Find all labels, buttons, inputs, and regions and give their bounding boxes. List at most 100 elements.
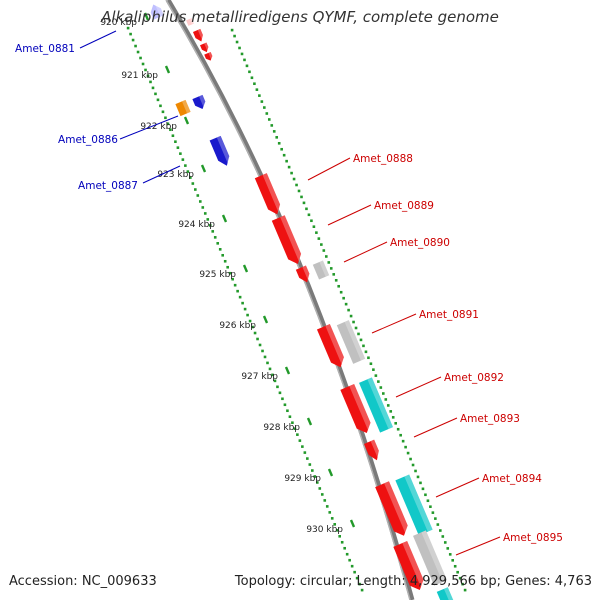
gene-label-forward[interactable]: Amet_0894: [482, 473, 542, 485]
gene-label-forward[interactable]: Amet_0888: [353, 153, 413, 165]
gene-label-reverse[interactable]: Amet_0881: [15, 43, 75, 55]
gc-ring-dot: [439, 529, 442, 532]
tick-ring-dot: [315, 481, 319, 484]
gene-shading: [370, 439, 379, 460]
gc-ring-dot: [399, 433, 402, 437]
gene-shading: [280, 215, 302, 264]
gc-ring-dot: [429, 505, 432, 508]
gene-label-reverse[interactable]: Amet_0886: [58, 134, 118, 146]
gc-ring-dot: [337, 284, 340, 288]
tick-ring-dot: [335, 529, 339, 532]
tick-ring-dot: [261, 349, 264, 353]
gc-ring-dot: [277, 141, 281, 145]
gene-shape: [395, 474, 433, 536]
gc-ring-dot: [327, 261, 331, 264]
tick-label: 928 kbp: [263, 423, 300, 433]
callout-line: [327, 204, 372, 226]
tick-ring-dot: [134, 44, 137, 48]
gc-ring-dot: [302, 201, 306, 205]
gene-arrow: [375, 481, 408, 536]
tick-ring-dot: [176, 146, 180, 149]
callout-line: [371, 313, 417, 334]
gene-shape: [200, 42, 209, 53]
gc-ring-dot: [258, 94, 261, 97]
gc-ring-dot: [384, 398, 388, 401]
gc-ring-dot: [334, 279, 338, 282]
gene-label-forward[interactable]: Amet_0895: [503, 532, 563, 544]
tick-mark: [200, 164, 207, 173]
tick-ring-dot: [353, 570, 356, 574]
gc-ring-dot: [272, 130, 276, 133]
gc-ring-dot: [320, 243, 323, 246]
gc-ring-dot: [265, 112, 269, 115]
callout-line: [395, 376, 442, 398]
gc-ring-dot: [409, 457, 412, 461]
tick-label: 926 kbp: [219, 321, 256, 331]
tick-ring-dot: [213, 236, 217, 239]
gc-ring-dot: [352, 320, 355, 324]
accession-text: Accession: NC_009633: [9, 574, 157, 589]
gene-shape: [375, 481, 408, 536]
tick-ring-dot: [166, 122, 170, 126]
tick-ring-dot: [184, 164, 187, 167]
gc-ring-dot: [235, 40, 239, 44]
gc-ring-dot: [233, 34, 236, 38]
gene-shading: [216, 135, 230, 166]
gc-ring-dot: [394, 421, 397, 425]
gene-label-forward[interactable]: Amet_0890: [390, 237, 450, 249]
tick-ring-dot: [139, 56, 142, 60]
tick-label: 930 kbp: [306, 525, 343, 535]
tick-ring-dot: [345, 552, 349, 556]
gene-shape: [393, 541, 424, 591]
tick-ring-dot: [251, 325, 254, 329]
tick-ring-dot: [266, 361, 269, 365]
gene-arrow: [209, 135, 230, 166]
tick-ring-dot: [286, 409, 289, 413]
gene-arrow: [254, 173, 281, 215]
callout-line: [142, 165, 181, 184]
tick-ring-dot: [151, 86, 155, 90]
gene-arrow: [312, 260, 330, 280]
gc-ring-dot: [377, 380, 380, 383]
gene-label-reverse[interactable]: Amet_0887: [78, 180, 138, 192]
gc-ring-dot: [285, 159, 288, 163]
tick-ring-dot: [348, 558, 351, 562]
gene-label-forward[interactable]: Amet_0891: [419, 309, 479, 321]
gene-shape: [312, 260, 330, 280]
gene-shape: [271, 215, 302, 265]
tick-mark: [284, 366, 291, 375]
gc-ring-dot: [342, 296, 345, 300]
gene-shading: [262, 173, 281, 214]
tick-ring-dot: [194, 188, 197, 191]
tick-ring-dot: [278, 391, 282, 395]
tick-ring-dot: [281, 397, 284, 401]
tick-ring-dot: [253, 331, 257, 335]
gc-ring-dot: [463, 588, 467, 592]
tick-ring-dot: [273, 379, 277, 383]
gene-label-forward[interactable]: Amet_0892: [444, 372, 504, 384]
gene-label-forward[interactable]: Amet_0889: [374, 200, 434, 212]
callout-line: [79, 30, 117, 49]
tick-mark: [221, 214, 228, 223]
tick-ring-dot: [248, 319, 252, 323]
gc-ring-dot: [386, 404, 390, 407]
genome-stats-text: Topology: circular; Length: 4,929,566 bp…: [234, 574, 592, 589]
tick-ring-dot: [350, 564, 354, 568]
gc-ring-dot: [404, 445, 407, 449]
gene-shading: [189, 18, 194, 25]
gc-ring-dot: [426, 499, 430, 503]
gc-ring-dot: [458, 576, 462, 580]
gene-shading: [443, 587, 454, 600]
gene-shape: [175, 99, 191, 117]
tick-ring-dot: [318, 487, 322, 490]
gene-arrow: [395, 474, 433, 536]
tick-ring-dot: [191, 182, 195, 185]
gene-shading: [208, 51, 213, 61]
gene-shape: [150, 4, 164, 20]
gc-ring-dot: [270, 124, 274, 127]
gene-callouts: Amet_0881 Amet_0886 Amet_0887 Amet_0888 Amet…: [15, 30, 563, 556]
gene-arrow: [271, 215, 302, 265]
gene-label-forward[interactable]: Amet_0893: [460, 413, 520, 425]
tick-ring-dot: [198, 200, 202, 203]
gc-ring-dot: [372, 368, 375, 371]
